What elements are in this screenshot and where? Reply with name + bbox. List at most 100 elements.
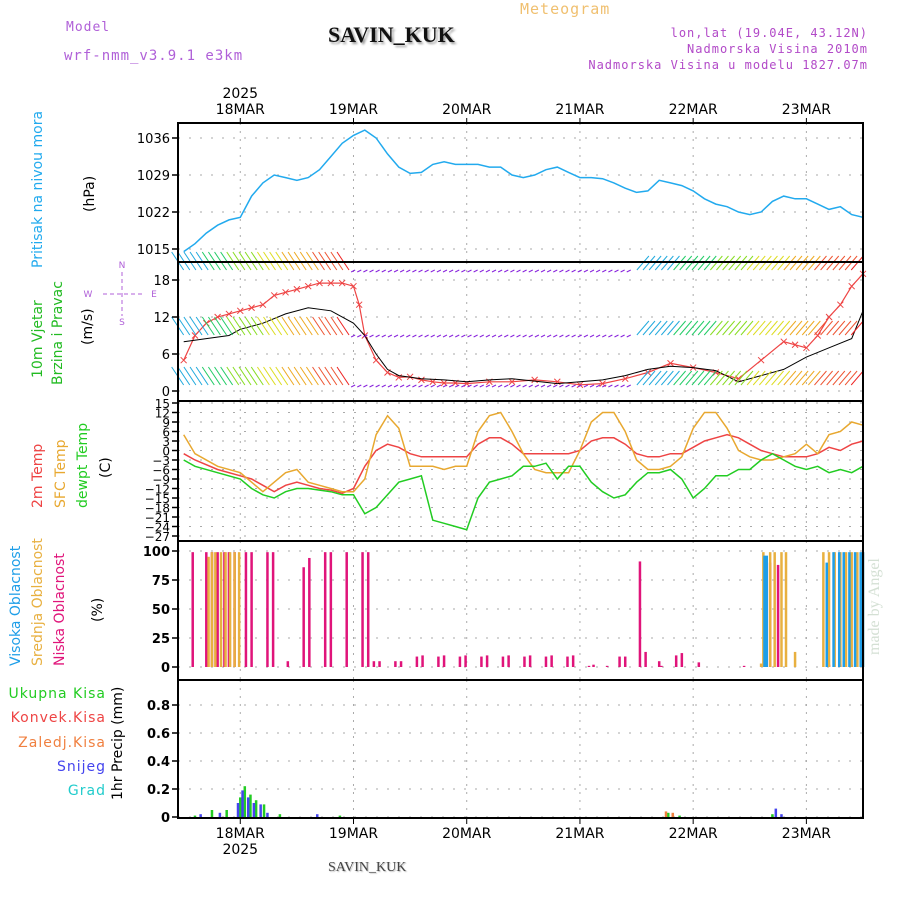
wind-arrow: [838, 370, 852, 386]
lonlat-label: lon,lat (19.04E, 43.12N): [670, 26, 868, 40]
wind-arrow: [516, 269, 521, 273]
wind-arrow: [467, 269, 472, 273]
wind-arrow: [467, 384, 472, 388]
wind-arrow: [299, 316, 313, 336]
cloud-mid-bar: [780, 552, 783, 667]
wind-arrow: [436, 384, 442, 388]
wind-arrow: [648, 320, 662, 336]
wind-arrow: [595, 384, 601, 388]
cloud-low-bar: [271, 552, 275, 667]
cloud-low-bar: [378, 661, 381, 667]
precip-snow-bar: [252, 803, 256, 817]
wind-arrow: [559, 384, 564, 388]
wind-gust-line: [183, 307, 864, 385]
wind-arrow: [485, 269, 491, 273]
wind-speed-marker: [837, 301, 844, 309]
wind-arrow: [636, 370, 650, 386]
wind-arrow: [691, 320, 705, 336]
wind-arrow: [424, 384, 429, 388]
wind-arrow: [673, 320, 686, 336]
wind-arrow: [577, 384, 582, 388]
precip-total-bar: [243, 786, 247, 817]
temperature-ytick-label: −3: [152, 454, 170, 468]
wind-arrow: [660, 320, 674, 336]
wind-arrow: [214, 316, 227, 336]
precip-ytick-label: 0.4: [147, 755, 170, 770]
wind-arrow: [504, 334, 509, 338]
wind-arrow: [293, 316, 307, 336]
wind-arrow: [504, 384, 509, 388]
wind-speed-marker: [757, 356, 765, 364]
cloud-low-bar: [366, 552, 370, 667]
wind-arrow: [214, 366, 227, 386]
wind-arrow: [177, 366, 191, 386]
wind-arrow: [442, 269, 448, 273]
wind-arrow: [697, 370, 711, 386]
wind-arrow: [534, 384, 540, 388]
wind-arrow: [448, 334, 454, 338]
wind-arrow: [716, 320, 729, 336]
cloud-low-bar: [544, 656, 548, 667]
cloud-mid-bar: [207, 556, 210, 667]
wind-arrow: [636, 320, 650, 336]
temp-2m-line: [183, 433, 864, 495]
cloud-low-bar: [361, 552, 364, 667]
cloud-high-bar: [832, 552, 835, 667]
wind-arrow: [648, 370, 662, 386]
wind-arrow: [608, 269, 613, 273]
wind-speed-marker: [180, 356, 188, 364]
wind-arrow: [553, 384, 558, 388]
wind-arrow: [571, 384, 576, 388]
cloud-low-bar: [523, 656, 526, 667]
wind-arrow: [553, 334, 558, 338]
wind-arrow: [850, 320, 864, 336]
wind-arrow: [455, 384, 460, 388]
wind-arrow: [540, 269, 546, 273]
wind-arrow: [189, 316, 203, 336]
temperature-ytick-label: −6: [152, 464, 170, 478]
wind-arrow: [826, 320, 840, 336]
cloud-low-bar: [592, 664, 595, 667]
temperature-ytick-label: −24: [145, 521, 170, 535]
wind-arrow: [626, 269, 631, 273]
wind-arrow: [716, 370, 729, 386]
wind-arrow: [777, 370, 791, 386]
wind-arrow: [369, 334, 374, 338]
wind-arrow: [473, 334, 478, 338]
wind-arrow: [406, 384, 411, 388]
wind-arrow: [667, 320, 680, 336]
wind-arrow: [312, 316, 325, 336]
wind-arrow: [424, 334, 429, 338]
wind-arrow: [238, 316, 252, 336]
cloud-low-bar: [638, 561, 642, 667]
wind-arrow: [608, 384, 613, 388]
precip-snow-bar: [246, 797, 250, 817]
wind-arrow: [614, 384, 619, 388]
wind-arrow: [381, 269, 386, 273]
top-year-label: 2025: [222, 86, 258, 102]
wind-arrow: [330, 366, 344, 386]
cloud-low-bar: [697, 662, 701, 667]
precip-total-bar: [239, 797, 242, 817]
wind-arrow: [491, 334, 497, 338]
wind-arrow: [752, 370, 766, 386]
wind-arrow: [553, 269, 558, 273]
wind-arrow: [305, 316, 319, 336]
wind-arrow: [614, 269, 619, 273]
precip-total-bar: [210, 810, 214, 817]
precip-freezing-label: Zaledj.Kisa: [18, 735, 106, 751]
wind-speed-marker: [282, 288, 289, 296]
wind-arrow: [565, 269, 570, 273]
precip-snow-bar: [259, 804, 262, 817]
wind-arrow: [318, 366, 332, 386]
wind-arrow: [685, 370, 699, 386]
wind-arrow: [399, 334, 405, 338]
cloud-mid-bar: [856, 552, 859, 667]
wind-arrow: [375, 269, 380, 273]
wind-arrow: [583, 334, 589, 338]
cloud-low-bar: [415, 656, 419, 667]
wind-arrow: [801, 320, 815, 336]
wind-speed-line: [183, 273, 864, 386]
wind-arrow: [608, 334, 613, 338]
wind-arrow: [399, 384, 405, 388]
